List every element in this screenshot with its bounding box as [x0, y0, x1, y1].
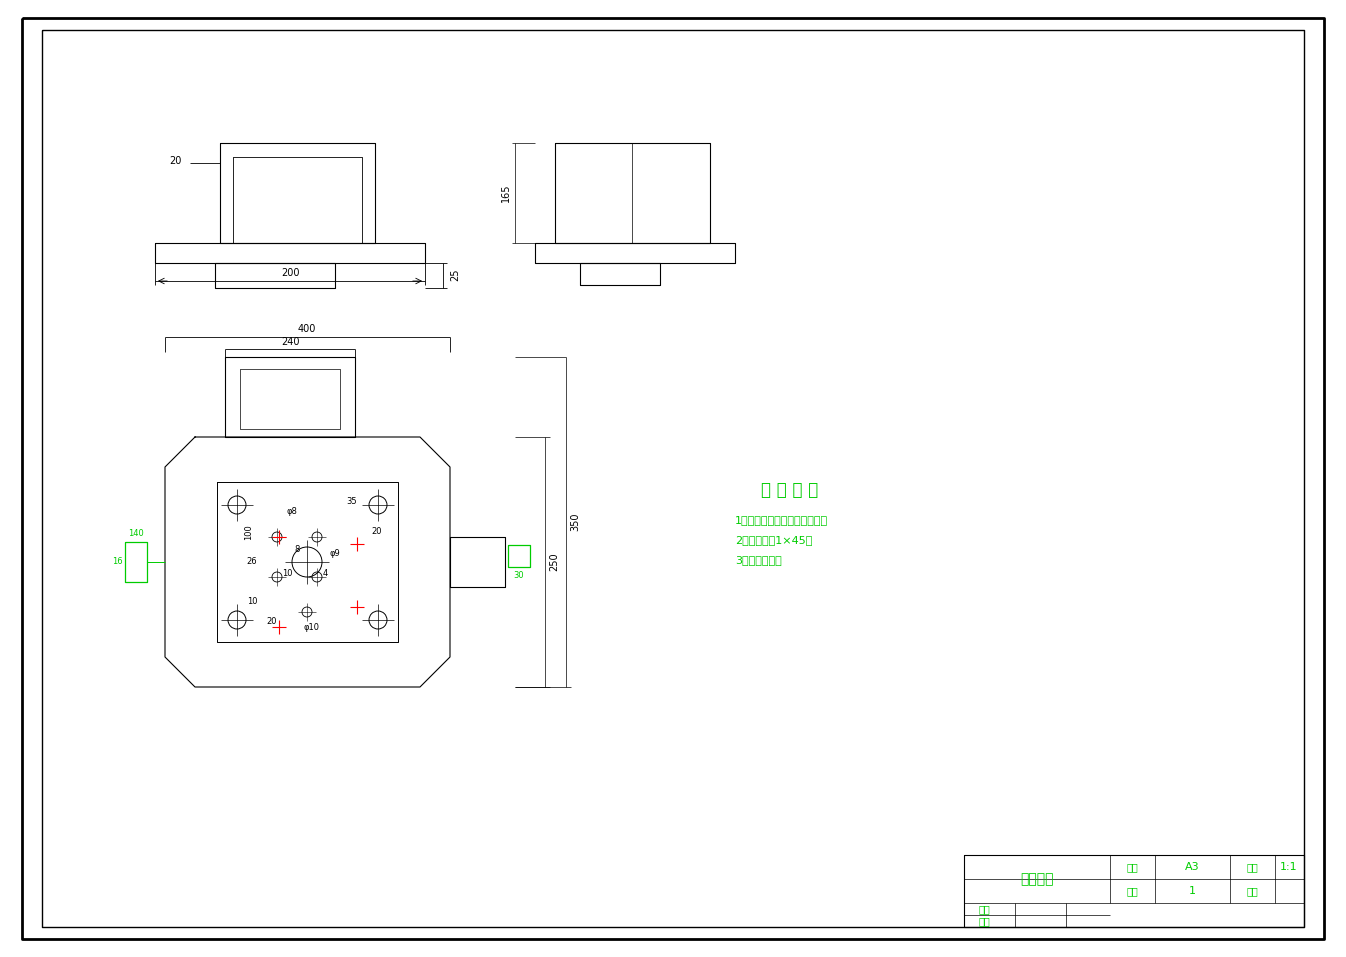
- Text: 26: 26: [246, 558, 257, 567]
- Text: 4: 4: [323, 569, 327, 578]
- Text: φ9: φ9: [330, 549, 341, 559]
- Text: 30: 30: [514, 570, 525, 580]
- Text: 35: 35: [347, 498, 357, 506]
- Text: 400: 400: [297, 324, 316, 334]
- Text: 165: 165: [501, 184, 511, 202]
- Text: 350: 350: [569, 513, 580, 531]
- Text: 100: 100: [245, 524, 253, 540]
- Text: 16: 16: [112, 558, 122, 567]
- Text: 图号: 图号: [1246, 886, 1259, 896]
- Text: 制图: 制图: [979, 904, 991, 914]
- Text: 3、表面发黑。: 3、表面发黑。: [735, 555, 782, 565]
- Text: 240: 240: [281, 337, 299, 347]
- Text: 140: 140: [128, 529, 144, 539]
- Text: 25: 25: [450, 269, 460, 281]
- Text: 20: 20: [267, 617, 277, 627]
- Text: 材料: 材料: [1127, 862, 1137, 872]
- Text: A3: A3: [1184, 862, 1199, 872]
- Text: 20: 20: [168, 156, 182, 166]
- Text: 钻床底座: 钻床底座: [1020, 872, 1054, 886]
- Text: 数量: 数量: [1127, 886, 1137, 896]
- Text: φ10: φ10: [304, 622, 320, 632]
- Text: 1: 1: [1189, 886, 1195, 896]
- Text: 1、先焊接加工，再铣面钻孔；: 1、先焊接加工，再铣面钻孔；: [735, 515, 828, 525]
- Text: 比例: 比例: [1246, 862, 1259, 872]
- Text: 8: 8: [295, 545, 300, 554]
- Text: 200: 200: [281, 268, 299, 278]
- Text: 20: 20: [371, 527, 382, 537]
- Text: 10: 10: [281, 569, 292, 578]
- Text: 2、未注倒角1×45；: 2、未注倒角1×45；: [735, 535, 813, 545]
- Text: 1:1: 1:1: [1280, 862, 1298, 872]
- Text: 审核: 审核: [979, 916, 991, 926]
- Text: 10: 10: [246, 597, 257, 607]
- Text: 技 术 要 求: 技 术 要 求: [762, 481, 818, 499]
- Text: φ8: φ8: [287, 507, 297, 517]
- Text: 250: 250: [549, 553, 559, 571]
